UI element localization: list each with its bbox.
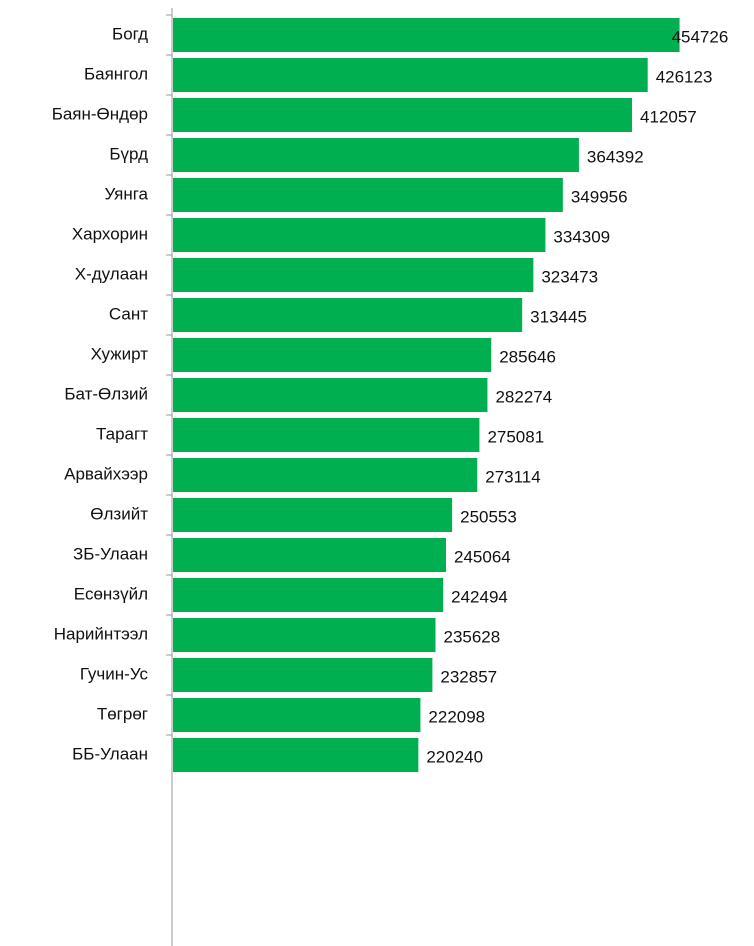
bar [173,178,563,212]
bar [173,418,480,452]
data-label: 250553 [460,507,517,526]
bar [173,698,421,732]
data-label: 220240 [426,747,483,766]
bar [173,338,492,372]
y-tick-label: Бүрд [109,144,148,163]
y-tick-label: Төгрөг [97,704,148,723]
data-label: 242494 [451,587,508,606]
bar [173,738,419,772]
data-label: 285646 [499,347,556,366]
data-label: 323473 [541,267,598,286]
y-tick-label: Тарагт [96,424,148,443]
data-label: 275081 [487,427,544,446]
bar [173,578,444,612]
bar [173,98,633,132]
data-label: 282274 [495,387,552,406]
bar [173,658,433,692]
y-tick-label: Богд [112,24,148,43]
y-tick-label: Нарийнтээл [54,624,148,643]
y-tick-label: Гучин-Ус [80,664,149,683]
bar [173,458,478,492]
bar [173,58,648,92]
bar [173,538,447,572]
bar [173,618,436,652]
y-tick-label: ЗБ-Улаан [73,544,148,563]
bar [173,498,453,532]
data-label: 222098 [428,707,485,726]
bar [173,378,488,412]
data-label: 426123 [656,67,713,86]
data-label: 313445 [530,307,587,326]
y-tick-label: Хужирт [91,344,149,363]
data-label: 364392 [587,147,644,166]
bar [173,18,680,52]
bar [173,298,523,332]
data-label: 349956 [571,187,628,206]
data-label: 245064 [454,547,511,566]
bar [173,138,579,172]
y-tick-label: Сант [109,304,148,323]
y-tick-label: Өлзийт [90,504,148,523]
y-tick-label: Хархорин [72,224,148,243]
data-label: 235628 [443,627,500,646]
y-tick-label: Есөнзүйл [74,584,148,603]
y-tick-label: Арвайхээр [64,464,148,483]
y-tick-label: Баян-Өндөр [52,104,148,123]
y-tick-label: ББ-Улаан [72,744,148,763]
bar [173,218,546,252]
y-tick-label: Х-дулаан [75,264,148,283]
data-label: 273114 [485,467,540,486]
y-tick-label: Баянгол [84,64,148,83]
bar [173,258,534,292]
y-tick-label: Уянга [104,184,148,203]
data-label: 334309 [553,227,610,246]
data-label: 412057 [640,107,697,126]
data-label: 454726 [672,27,729,46]
y-tick-label: Бат-Өлзий [64,384,148,403]
data-label: 232857 [440,667,497,686]
